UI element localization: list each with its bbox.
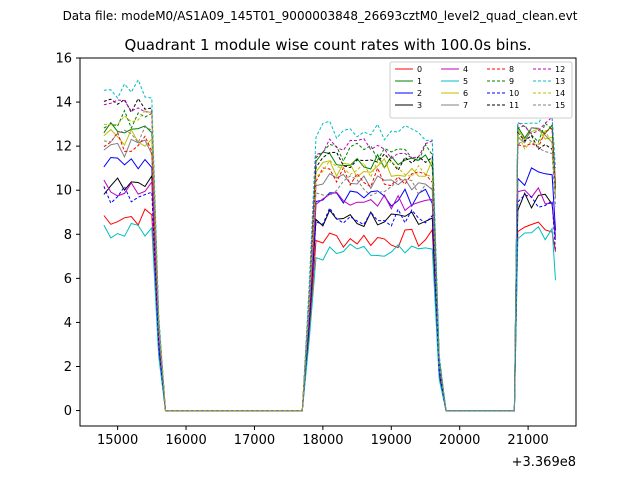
series-line-9	[103, 109, 556, 412]
plot-lines	[103, 78, 556, 412]
legend-box	[389, 61, 573, 119]
y-tick-label: 14	[55, 96, 72, 111]
series-line-0	[103, 208, 556, 412]
y-tick-label: 2	[64, 360, 72, 375]
plot-area-frame	[79, 57, 577, 427]
series-line-1	[103, 121, 556, 412]
legend-label-14: 14	[555, 89, 565, 98]
x-tick-label: 18000	[302, 433, 343, 448]
series-line-2	[103, 156, 556, 412]
data-file-label: Data file: modeM0/AS1A09_145T01_90000038…	[63, 9, 578, 23]
y-tick-label: 6	[64, 272, 72, 287]
y-tick-label: 12	[55, 140, 72, 155]
series-line-8	[103, 127, 556, 412]
legend-label-2: 2	[417, 89, 422, 98]
legend-label-8: 8	[509, 65, 514, 74]
x-axis: 15000 16000 17000 18000 19000 20000 21000	[97, 426, 549, 448]
x-tick-label: 16000	[165, 433, 206, 448]
x-tick-label: 17000	[234, 433, 275, 448]
series-line-6	[103, 128, 556, 412]
y-tick-label: 16	[55, 52, 72, 67]
series-line-10	[103, 185, 556, 412]
legend-label-5: 5	[463, 77, 468, 86]
legend-label-4: 4	[463, 65, 468, 74]
legend-label-9: 9	[509, 77, 514, 86]
legend-label-3: 3	[417, 101, 422, 110]
series-line-5	[103, 222, 556, 412]
x-tick-label: 21000	[507, 433, 548, 448]
legend-label-12: 12	[555, 65, 565, 74]
x-tick-label: 19000	[371, 433, 412, 448]
series-line-14	[103, 110, 556, 412]
legend-label-1: 1	[417, 77, 422, 86]
legend-label-13: 13	[555, 77, 565, 86]
series-line-3	[103, 174, 556, 412]
series-line-12	[103, 99, 556, 412]
legend-label-15: 15	[555, 101, 565, 110]
x-tick-label: 20000	[439, 433, 480, 448]
legend-label-10: 10	[509, 89, 519, 98]
series-line-4	[103, 179, 556, 412]
x-tick-label: 15000	[97, 433, 138, 448]
series-line-15	[103, 126, 556, 412]
legend-label-7: 7	[463, 101, 468, 110]
y-tick-label: 10	[55, 184, 72, 199]
chart-title: Quadrant 1 module wise count rates with …	[124, 36, 531, 54]
y-tick-label: 4	[64, 316, 72, 331]
y-tick-label: 0	[64, 404, 72, 419]
legend-label-11: 11	[509, 101, 519, 110]
series-line-7	[103, 127, 556, 412]
legend-label-6: 6	[463, 89, 468, 98]
y-axis: 0 2 4 6 8 10 12 14 16	[55, 52, 80, 419]
series-line-13	[103, 78, 556, 412]
y-tick-label: 8	[64, 228, 72, 243]
series-line-11	[103, 97, 556, 412]
x-offset-label: +3.369e8	[512, 455, 576, 470]
legend-label-0: 0	[417, 65, 422, 74]
